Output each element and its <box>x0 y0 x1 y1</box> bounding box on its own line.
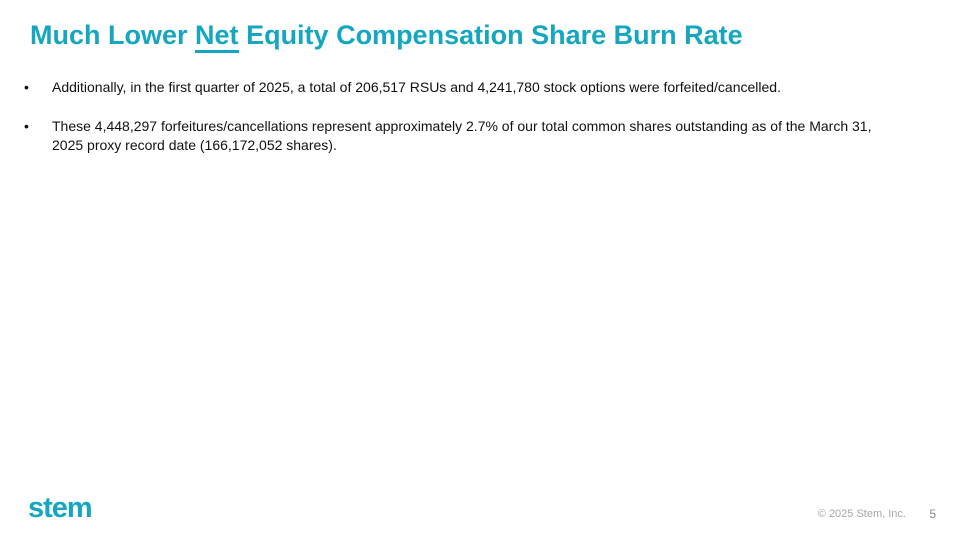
bullet-text-forfeited-q1: Additionally, in the first quarter of 20… <box>52 79 781 95</box>
list-item: • These 4,448,297 forfeitures/cancellati… <box>24 117 896 156</box>
title-underlined-word: Net <box>195 20 239 53</box>
page-number: 5 <box>929 507 936 521</box>
bullet-list: • Additionally, in the first quarter of … <box>24 78 896 175</box>
copyright-text: © 2025 Stem, Inc. <box>817 508 906 520</box>
bullet-marker: • <box>24 79 29 95</box>
list-item: • Additionally, in the first quarter of … <box>24 78 896 98</box>
title-part1: Much Lower <box>30 20 188 50</box>
title-part2: Equity Compensation Share Burn Rate <box>246 20 743 50</box>
bullet-marker: • <box>24 117 29 134</box>
bullet-text-forfeitures-percentage: These 4,448,297 forfeitures/cancellation… <box>52 117 872 154</box>
stem-logo: stem <box>28 492 93 524</box>
page-title: Much Lower Net Equity Compensation Share… <box>30 19 743 53</box>
